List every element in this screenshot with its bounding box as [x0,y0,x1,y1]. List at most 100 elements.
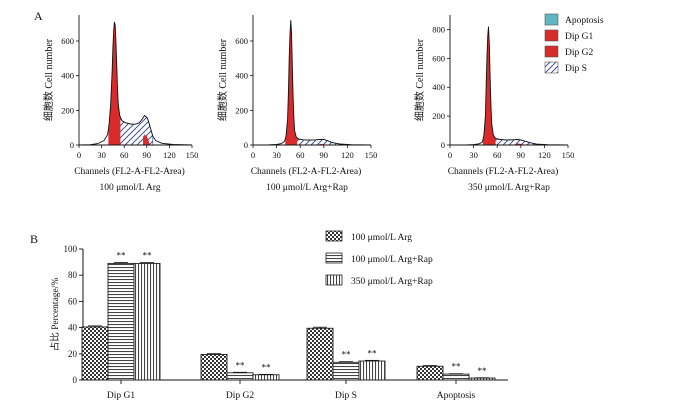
significance-marker: ** [143,251,153,261]
x-axis-label: Channels (FL2-A-FL2-Area) [448,166,559,177]
histogram-title: 100 μmol/L Arg [99,183,160,193]
x-tick-label: 30 [97,150,106,160]
significance-marker: ** [478,366,488,376]
histogram-outline [449,26,569,146]
x-tick-label: 120 [538,150,551,160]
y-tick-label: 20 [68,349,78,359]
x-tick-label: 90 [143,150,152,160]
bar [442,373,470,381]
x-axis-label: Channels (FL2-A-FL2-Area) [74,166,185,177]
bar [107,262,135,381]
significance-marker: ** [342,350,352,360]
y-tick-label: 600 [432,53,445,63]
bar [358,360,386,381]
y-tick-label: 0 [244,140,248,150]
y-tick-label: 80 [68,270,78,280]
y-tick-label: 400 [432,82,445,92]
histogram-panel-3: 0 30 60 90 120 150 0 200 400 600 800 细胞数 Cell numbe… [413,15,574,193]
bar [226,372,254,381]
histogram-legend-label: Dip G2 [565,48,593,58]
histogram-outline [78,21,193,146]
histogram-legend-swatch [544,13,559,26]
histogram-title: 350 μmol/L Arg+Rap [468,183,550,193]
x-tick-label: 60 [493,150,502,160]
x-tick-label: Dip S [335,391,357,401]
g1-peak [108,21,121,145]
x-tick-label: 150 [562,150,575,160]
y-tick-label: 60 [68,296,78,306]
g1-peak [483,26,496,146]
x-tick-label: 60 [296,150,305,160]
y-tick-label: 40 [68,323,78,333]
histogram-legend-label: Dip G1 [565,32,593,42]
x-tick-label: 120 [163,150,176,160]
x-tick-label: Apoptosis [437,391,476,401]
bar-chart-legend: 100 μmol/L Arg 100 μmol/L Arg+Rap 350 μmol… [325,230,433,287]
y-tick-label: 400 [235,71,248,81]
bar-legend-label: 350 μmol/L Arg+Rap [351,277,433,287]
x-tick-label: 60 [120,150,129,160]
significance-marker: ** [452,362,462,372]
histogram-panel-1: 0 30 60 90 120 150 0 200 400 600 细胞数 Cell number Ch… [42,15,198,193]
panel-a-label: A [34,9,43,23]
y-tick-label: 200 [235,105,248,115]
bar [200,354,228,381]
x-tick-label: 0 [448,150,452,160]
y-tick-label: 600 [235,36,248,46]
y-axis-label: 占比 Percentage/% [49,278,61,352]
x-tick-label: 0 [77,150,81,160]
histogram-legend-swatch [544,61,559,74]
bar-chart: 0 20 40 60 80 100 占比 Percentage/% Dip G1 ** ** Dip… [49,244,508,401]
bar [306,327,334,381]
y-tick-label: 200 [61,105,74,115]
histogram-panel-2: 0 30 60 90 120 150 0 200 400 600 细胞数 Cell number Ch… [216,15,377,193]
x-tick-label: 0 [251,150,255,160]
significance-marker: ** [262,362,272,372]
y-axis-label: 细胞数 Cell number [42,38,55,121]
g1-peak [285,20,298,146]
bar [332,361,360,381]
panel-b-label: B [30,232,38,246]
y-tick-label: 100 [64,244,78,254]
histogram-title: 100 μmol/L Arg+Rap [266,183,348,193]
bar [133,262,161,381]
x-tick-label: Dip G1 [107,391,135,401]
y-axis-label: 细胞数 Cell number [216,38,229,121]
y-axis-label: 细胞数 Cell number [413,38,426,121]
histogram-legend-label: Apoptosis [565,16,604,26]
histogram-legend: Apoptosis Dip G1 Dip G2 Dip S [544,13,604,74]
significance-marker: ** [236,360,246,370]
histogram-legend-label: Dip S [565,64,587,74]
y-tick-label: 0 [73,375,78,385]
x-tick-label: 30 [272,150,281,160]
x-tick-label: 90 [517,150,526,160]
y-tick-label: 600 [61,36,74,46]
histogram-legend-swatch [544,29,559,42]
g2-peak [143,134,152,145]
bar-legend-swatch [325,274,343,286]
bar [468,377,496,381]
y-tick-label: 400 [61,71,74,81]
x-tick-label: 90 [320,150,329,160]
bar-legend-label: 100 μmol/L Arg [351,233,412,243]
significance-marker: ** [117,250,127,260]
bar [252,374,280,381]
x-tick-label: 30 [469,150,478,160]
bar [81,326,109,381]
y-tick-label: 800 [432,24,445,34]
bar-legend-swatch [325,252,343,264]
histogram-legend-swatch [544,45,559,58]
x-tick-label: Dip G2 [226,391,254,401]
x-tick-label: 150 [365,150,378,160]
x-tick-label: 120 [341,150,354,160]
significance-marker: ** [368,348,378,358]
histogram-outline [252,20,372,146]
x-tick-label: 150 [186,150,199,160]
y-tick-label: 200 [432,111,445,121]
bar-legend-label: 100 μmol/L Arg+Rap [351,255,433,265]
x-axis-label: Channels (FL2-A-FL2-Area) [251,166,362,177]
y-tick-label: 0 [70,140,74,150]
bar [416,365,444,381]
